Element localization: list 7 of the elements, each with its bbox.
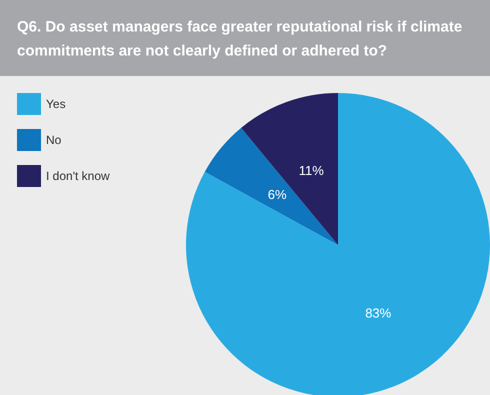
data-label: 11% — [298, 163, 324, 178]
legend-label: I don't know — [46, 169, 110, 183]
legend-label: Yes — [46, 97, 66, 111]
data-label: 83% — [365, 306, 392, 320]
legend-label: No — [46, 133, 62, 147]
chart-title: Q6. Do asset managers face greater reputational risk if climate commitments are not clearly defined or adhered to? — [17, 18, 466, 60]
data-label: 6% — [268, 187, 287, 202]
